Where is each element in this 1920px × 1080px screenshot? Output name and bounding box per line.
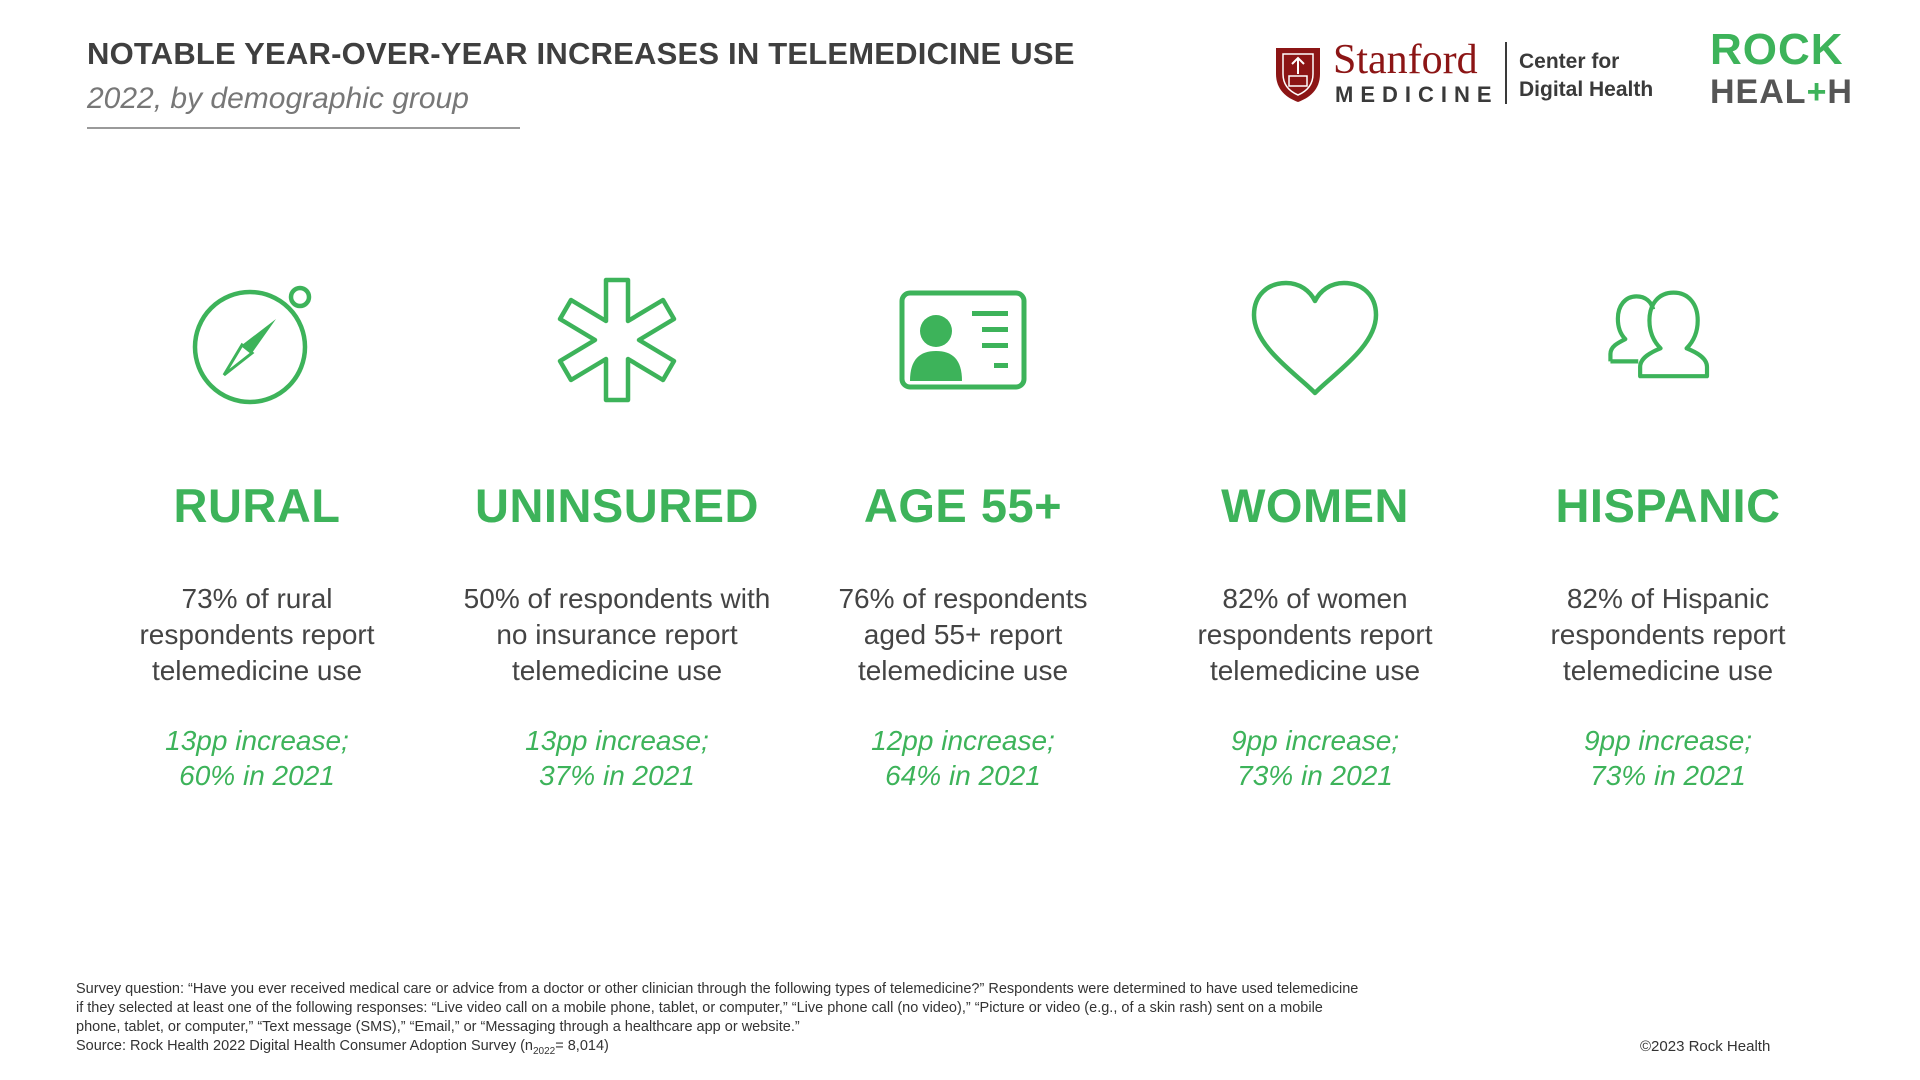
id-card-icon [899,290,1027,390]
heart-icon [1251,280,1379,396]
group-change: 13pp increase; 37% in 2021 [447,723,787,793]
group-description: 50% of respondents with no insurance rep… [463,583,771,686]
group-description: 73% of rural respondents report telemedi… [139,583,375,686]
change-increase: 9pp increase; [1583,725,1753,756]
stanford-wordmark: Stanford [1333,37,1478,83]
page-title: NOTABLE YEAR-OVER-YEAR INCREASES IN TELE… [87,36,1075,71]
center-line-1: Center for [1519,50,1620,73]
group-description: 82% of Hispanic respondents report telem… [1550,583,1786,686]
source-subscript: 2022 [533,1045,556,1057]
stanford-shield-icon [1276,48,1320,102]
title-underline [87,127,520,129]
footnote-line-2: if they selected at least one of the fol… [76,1000,1323,1016]
group-description: 82% of women respondents report telemedi… [1197,583,1433,686]
logo-divider [1505,42,1507,104]
source-prefix: Source: Rock Health 2022 Digital Health … [76,1038,533,1054]
change-increase: 9pp increase; [1230,725,1400,756]
group-change: 12pp increase; 64% in 2021 [793,723,1133,793]
change-prior-year: 73% in 2021 [1590,760,1746,791]
group-change: 9pp increase; 73% in 2021 [1498,723,1838,793]
group-card-age-55: AGE 55+ 76% of respondents aged 55+ repo… [793,270,1133,793]
group-card-rural: RURAL 73% of rural respondents report te… [87,270,427,793]
change-prior-year: 60% in 2021 [179,760,335,791]
health-prefix: HEAL [1710,73,1807,111]
survey-footnote: Survey question: “Have you ever received… [76,980,1516,1061]
footnote-line-3: phone, tablet, or computer,” “Text messa… [76,1019,800,1035]
people-icon [1608,290,1710,379]
page-subtitle: 2022, by demographic group [87,82,469,115]
group-label: RURAL [173,479,341,532]
footnote-line-1: Survey question: “Have you ever received… [76,981,1359,997]
group-change: 9pp increase; 73% in 2021 [1145,723,1485,793]
group-card-hispanic: HISPANIC 82% of Hispanic respondents rep… [1498,270,1838,793]
center-digital-health-text: Center for Digital Health [1519,48,1653,104]
change-prior-year: 37% in 2021 [539,760,695,791]
change-prior-year: 73% in 2021 [1237,760,1393,791]
change-increase: 13pp increase; [165,725,349,756]
change-prior-year: 64% in 2021 [885,760,1041,791]
center-line-2: Digital Health [1519,78,1654,101]
rock-health-logo-rock: ROCK [1710,25,1844,74]
group-label: HISPANIC [1555,479,1781,532]
health-plus: + [1806,73,1828,111]
group-label: AGE 55+ [863,479,1063,532]
group-card-uninsured: UNINSURED 50% of respondents with no ins… [447,270,787,793]
change-increase: 12pp increase; [871,725,1055,756]
footnote-source: Source: Rock Health 2022 Digital Health … [76,1037,1516,1061]
copyright-text: ©2023 Rock Health [1640,1038,1771,1055]
group-change: 13pp increase; 60% in 2021 [87,723,427,793]
change-increase: 13pp increase; [525,725,709,756]
group-label: UNINSURED [475,479,759,532]
source-suffix: = 8,014) [555,1038,609,1054]
stanford-medicine-logo: Stanford MEDICINE Center for Digital Hea… [1273,36,1693,108]
group-description: 76% of respondents aged 55+ report telem… [838,583,1088,686]
health-suffix: H [1827,73,1853,111]
compass-icon [192,285,312,405]
group-label: WOMEN [1221,479,1409,532]
rock-health-logo-health: HEAL+H [1710,74,1853,110]
medicine-wordmark: MEDICINE [1335,82,1499,107]
asterisk-icon [557,277,677,403]
group-card-women: WOMEN 82% of women respondents report te… [1145,270,1485,793]
